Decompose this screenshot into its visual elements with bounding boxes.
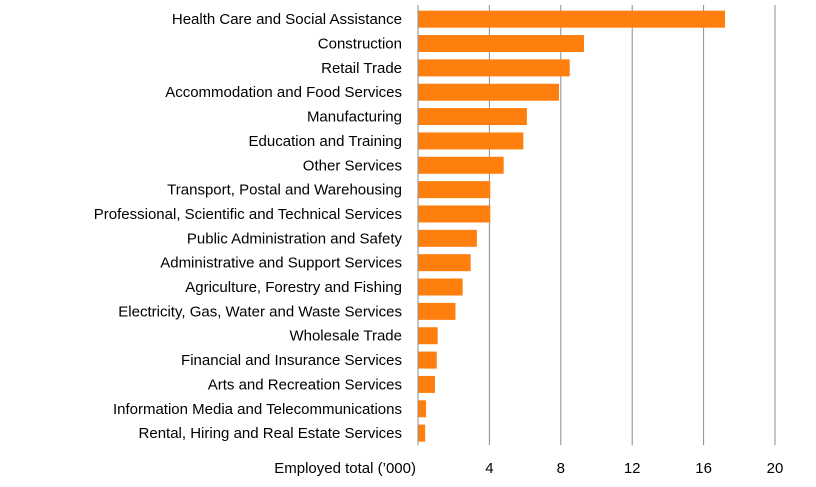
- bar: [418, 156, 504, 174]
- bar: [418, 132, 524, 150]
- category-label: Health Care and Social Assistance: [172, 11, 402, 28]
- category-label: Wholesale Trade: [289, 328, 402, 345]
- category-label: Public Administration and Safety: [187, 230, 403, 247]
- bar: [418, 400, 427, 418]
- category-labels: Health Care and Social Assistance Constru…: [94, 11, 403, 442]
- category-label: Arts and Recreation Services: [208, 376, 402, 393]
- gridlines: [488, 5, 776, 446]
- bar: [418, 83, 560, 101]
- category-label: Other Services: [303, 157, 402, 174]
- category-label: Transport, Postal and Warehousing: [167, 182, 402, 199]
- category-label: Administrative and Support Services: [160, 255, 402, 272]
- bar: [418, 302, 456, 320]
- bar: [418, 59, 570, 77]
- bar: [418, 229, 477, 247]
- bar: [418, 327, 438, 345]
- bar: [418, 424, 426, 442]
- bar: [418, 278, 463, 296]
- x-tick-label: 20: [767, 460, 784, 477]
- category-label: Accommodation and Food Services: [165, 84, 402, 101]
- x-tick-label: 8: [557, 460, 565, 477]
- x-tick-label: 12: [624, 460, 641, 477]
- x-tick-label: 16: [695, 460, 712, 477]
- category-label: Financial and Insurance Services: [181, 352, 402, 369]
- category-label: Agriculture, Forestry and Fishing: [185, 279, 402, 296]
- bar: [418, 108, 527, 126]
- category-label: Rental, Hiring and Real Estate Services: [139, 425, 402, 442]
- bar: [418, 181, 491, 199]
- bar: [418, 375, 435, 393]
- bar: [418, 351, 437, 369]
- category-label: Construction: [318, 36, 402, 53]
- bar: [418, 10, 726, 28]
- category-label: Manufacturing: [307, 109, 402, 126]
- x-tick-label: 4: [485, 460, 493, 477]
- category-label: Education and Training: [249, 133, 402, 150]
- category-label: Professional, Scientific and Technical S…: [94, 206, 402, 223]
- category-label: Retail Trade: [321, 60, 402, 77]
- category-label: Electricity, Gas, Water and Waste Servic…: [118, 303, 402, 320]
- x-axis-title: Employed total (’000): [274, 460, 416, 477]
- bars: [418, 10, 726, 442]
- bar: [418, 254, 471, 272]
- bar: [418, 205, 491, 223]
- x-tick-labels: 4 8 12 16 20: [485, 460, 783, 477]
- category-label: Information Media and Telecommunications: [113, 401, 402, 418]
- bar: [418, 35, 585, 53]
